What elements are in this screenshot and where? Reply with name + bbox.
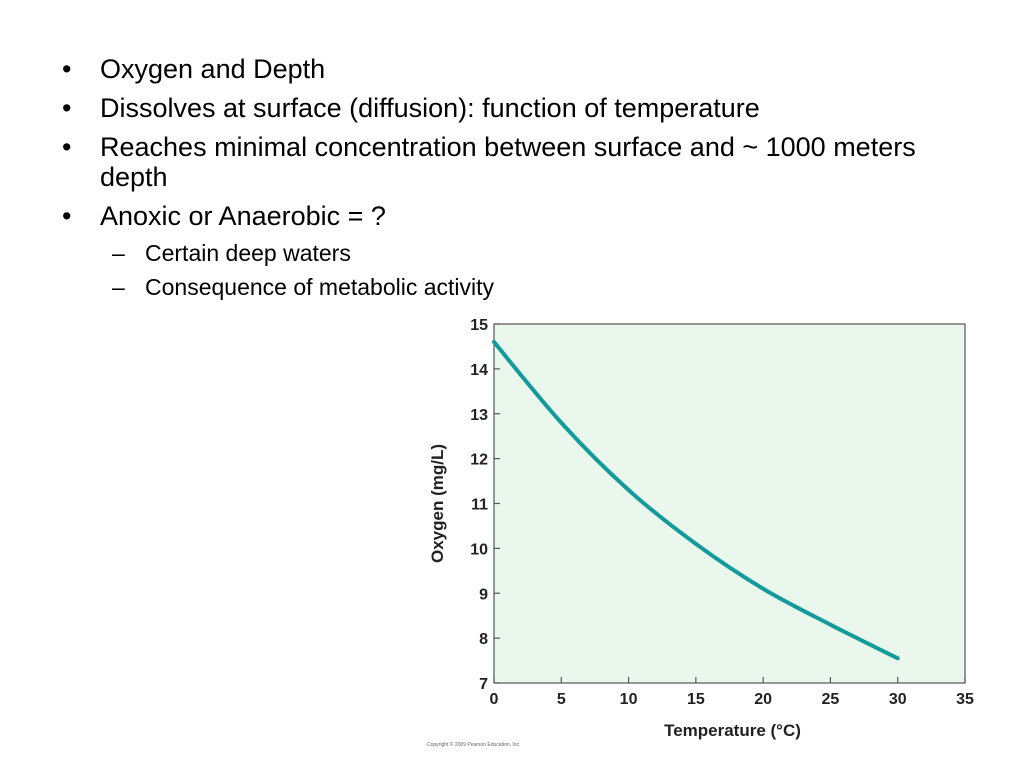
x-tick-label: 35: [956, 691, 974, 708]
bullet-dash: –: [112, 274, 125, 300]
y-tick-label: 14: [470, 362, 488, 379]
bullet-text: Reaches minimal concentration between su…: [100, 132, 916, 192]
bullet-list: • Oxygen and Depth • Dissolves at surface (…: [62, 54, 962, 308]
plot-area: [493, 323, 966, 684]
bullet-item: • Dissolves at surface (diffusion): funct…: [62, 93, 962, 123]
bullet-text: Consequence of metabolic activity: [145, 274, 495, 300]
x-axis-label: Temperature (°C): [664, 721, 801, 740]
bullet-item: • Anoxic or Anaerobic = ?: [62, 201, 962, 231]
y-axis: 7 8 9 10 11 12 13 14 15: [470, 317, 500, 693]
x-axis: 0 5 10 15 20 25 30 35: [490, 677, 974, 708]
y-tick-label: 7: [479, 676, 488, 693]
bullet-text: Certain deep waters: [145, 240, 351, 266]
x-tick-label: 15: [687, 691, 705, 708]
x-tick-label: 10: [620, 691, 638, 708]
y-tick-label: 12: [470, 452, 488, 469]
bullet-text: Anoxic or Anaerobic = ?: [100, 201, 386, 231]
y-tick-label: 8: [479, 631, 488, 648]
bullet-dot: •: [62, 201, 72, 231]
bullet-dot: •: [62, 132, 72, 162]
bullet-item: • Reaches minimal concentration between s…: [62, 132, 962, 192]
bullet-text: Oxygen and Depth: [100, 54, 326, 84]
x-tick-label: 30: [889, 691, 907, 708]
bullet-text: Dissolves at surface (diffusion): functi…: [100, 93, 760, 123]
series-line: [492, 339, 900, 661]
y-tick-label: 10: [470, 541, 488, 558]
y-tick-label: 9: [479, 586, 488, 603]
bullet-dot: •: [62, 93, 72, 123]
y-tick-label: 11: [471, 497, 488, 514]
bullet-item: – Certain deep waters: [62, 240, 962, 266]
bullet-item: – Consequence of metabolic activity: [62, 274, 962, 300]
copyright-note: Copyright © 2009 Pearson Education, Inc.: [427, 742, 521, 748]
x-tick-label: 20: [754, 691, 772, 708]
bullet-item: • Oxygen and Depth: [62, 54, 962, 84]
bullet-dot: •: [62, 54, 72, 84]
y-axis-label: Oxygen (mg/L): [428, 444, 447, 563]
x-tick-label: 0: [490, 691, 499, 708]
bullet-dash: –: [112, 240, 125, 266]
x-tick-label: 5: [557, 691, 566, 708]
y-tick-label: 13: [470, 407, 488, 424]
y-tick-label: 15: [470, 317, 488, 334]
x-tick-label: 25: [822, 691, 840, 708]
